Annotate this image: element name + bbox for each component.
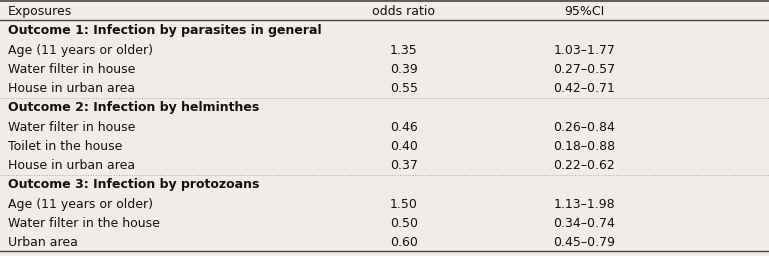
Text: Exposures: Exposures — [8, 5, 72, 18]
Text: Age (11 years or older): Age (11 years or older) — [8, 44, 153, 57]
Text: 1.50: 1.50 — [390, 198, 418, 210]
Text: 0.22–0.62: 0.22–0.62 — [554, 159, 615, 172]
Text: 0.34–0.74: 0.34–0.74 — [554, 217, 615, 230]
Text: 0.46: 0.46 — [390, 121, 418, 134]
Text: 0.27–0.57: 0.27–0.57 — [554, 63, 615, 76]
Text: odds ratio: odds ratio — [372, 5, 435, 18]
Text: 0.40: 0.40 — [390, 140, 418, 153]
Text: Outcome 1: Infection by parasites in general: Outcome 1: Infection by parasites in gen… — [8, 24, 321, 37]
Text: Water filter in the house: Water filter in the house — [8, 217, 159, 230]
Text: 0.50: 0.50 — [390, 217, 418, 230]
Text: Urban area: Urban area — [8, 236, 78, 249]
Text: Outcome 3: Infection by protozoans: Outcome 3: Infection by protozoans — [8, 178, 259, 191]
Text: 0.39: 0.39 — [390, 63, 418, 76]
Text: House in urban area: House in urban area — [8, 159, 135, 172]
Text: 0.55: 0.55 — [390, 82, 418, 95]
Text: 0.60: 0.60 — [390, 236, 418, 249]
Text: Outcome 2: Infection by helminthes: Outcome 2: Infection by helminthes — [8, 101, 259, 114]
Text: Water filter in house: Water filter in house — [8, 63, 135, 76]
Text: House in urban area: House in urban area — [8, 82, 135, 95]
Text: Age (11 years or older): Age (11 years or older) — [8, 198, 153, 210]
Text: Water filter in house: Water filter in house — [8, 121, 135, 134]
Text: 1.13–1.98: 1.13–1.98 — [554, 198, 615, 210]
Text: 95%CI: 95%CI — [564, 5, 604, 18]
Text: 0.45–0.79: 0.45–0.79 — [554, 236, 615, 249]
Text: 1.35: 1.35 — [390, 44, 418, 57]
Text: 0.26–0.84: 0.26–0.84 — [554, 121, 615, 134]
Text: 1.03–1.77: 1.03–1.77 — [554, 44, 615, 57]
Text: 0.18–0.88: 0.18–0.88 — [554, 140, 615, 153]
Text: Toilet in the house: Toilet in the house — [8, 140, 122, 153]
Text: 0.42–0.71: 0.42–0.71 — [554, 82, 615, 95]
Text: 0.37: 0.37 — [390, 159, 418, 172]
